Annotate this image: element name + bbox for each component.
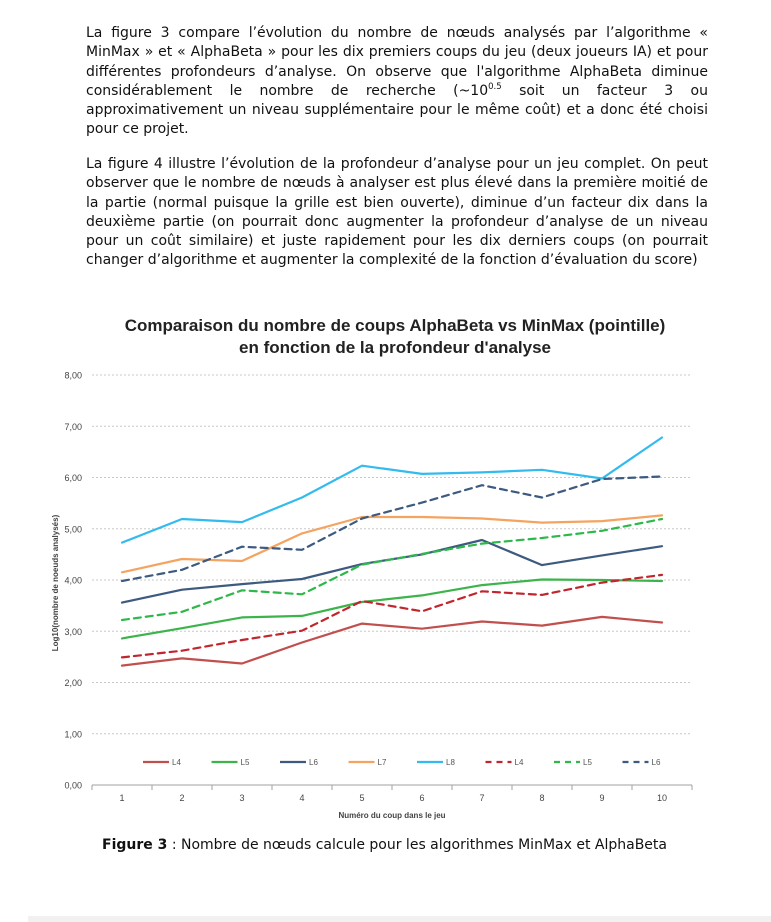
paragraph-figure3: La figure 3 compare l’évolution du nombr… [86,24,708,140]
series-line-l5-minmax [120,517,664,622]
series-line-l8-alphabeta [120,436,664,544]
x-tick-label: 6 [419,793,424,803]
x-tick-label: 5 [359,793,364,803]
paragraph1-text-a: La figure 3 compare l’évolution du nombr… [86,25,708,99]
legend-label: L5 [241,758,250,767]
y-tick-label: 0,00 [64,781,82,791]
series-line-l7-alphabeta [120,514,664,574]
series-line-l6-alphabeta [120,538,664,604]
y-tick-label: 8,00 [64,371,82,381]
y-axis-label: Log10(nombre de noeuds analysés) [51,514,60,651]
series-line-l5-alphabeta [120,578,664,640]
legend-label: L6 [309,758,318,767]
caption-label: Figure 3 [102,837,168,853]
paragraph1-text-b: soit un facteur 3 ou approximativement u… [86,82,708,138]
series-line-l4-minmax [120,573,664,659]
caption-text: : Nombre de nœuds calcule pour les algor… [167,837,667,853]
chart-title-line1: Comparaison du nombre de coups AlphaBeta… [124,316,666,335]
x-tick-label: 10 [657,793,667,803]
paragraph1-exponent: 0.5 [488,81,502,92]
x-tick-label: 9 [599,793,604,803]
chart-title: Comparaison du nombre de coups AlphaBeta… [70,315,720,359]
chart-title-line2: en fonction de la profondeur d'analyse [239,338,551,357]
series-line-l4-alphabeta [120,615,664,667]
x-tick-label: 3 [239,793,244,803]
series-line-l6-minmax [120,475,664,583]
page-bottom-divider [28,916,771,922]
y-tick-label: 6,00 [64,473,82,483]
legend-label: L7 [378,758,387,767]
x-tick-label: 1 [119,793,124,803]
figure-caption: Figure 3 : Nombre de nœuds calcule pour … [102,837,667,853]
legend-label: L8 [446,758,455,767]
x-tick-label: 4 [299,793,304,803]
x-tick-label: 2 [179,793,184,803]
x-axis-label: Numéro du coup dans le jeu [338,811,445,820]
legend-label: L4 [515,758,524,767]
y-tick-label: 5,00 [64,524,82,534]
y-tick-label: 4,00 [64,576,82,586]
legend-label: L4 [172,758,181,767]
x-tick-label: 8 [539,793,544,803]
y-tick-label: 1,00 [64,729,82,739]
x-tick-label: 7 [479,793,484,803]
legend-label: L6 [652,758,661,767]
line-chart: 0,00 1,00 2,00 3,00 4,00 5,00 6,00 7,00 8,00 1 2 3 4… [51,371,693,820]
paragraph-figure4: La figure 4 illustre l’évolution de la p… [86,156,708,269]
y-tick-label: 3,00 [64,627,82,637]
y-tick-label: 2,00 [64,678,82,688]
legend-label: L5 [583,758,592,767]
y-tick-label: 7,00 [64,422,82,432]
